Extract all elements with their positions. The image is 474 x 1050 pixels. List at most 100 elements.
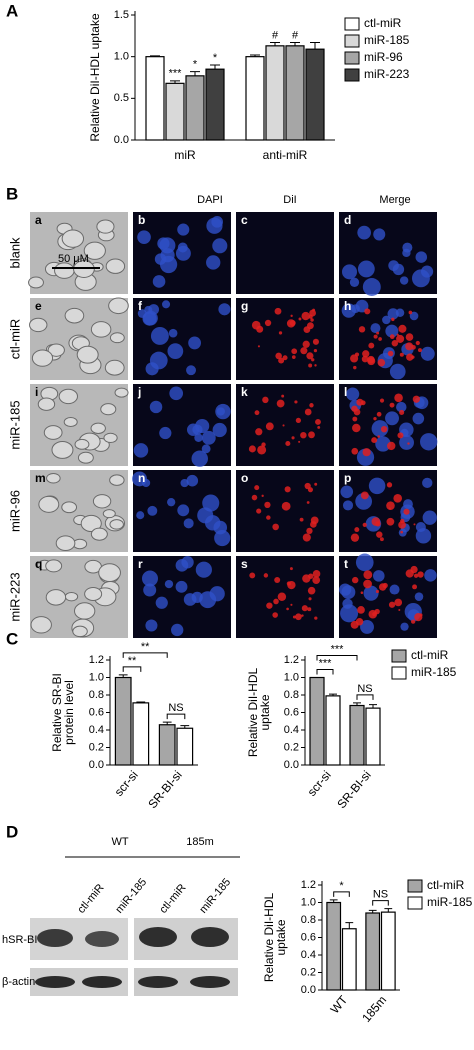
dii-spot: [308, 597, 312, 601]
bar: [365, 912, 381, 991]
nucleus: [168, 328, 178, 338]
dii-spot: [412, 584, 418, 590]
cell: [98, 563, 121, 583]
nucleus: [159, 237, 176, 254]
dii-spot: [378, 337, 382, 341]
dii-spot: [405, 333, 414, 341]
significance: NS: [357, 683, 372, 695]
dii-spot: [309, 403, 314, 408]
y-tick-label: 0.4: [301, 949, 316, 961]
x-tick-label: scr-si: [305, 768, 334, 799]
dii-spot: [380, 425, 388, 433]
dii-spot: [394, 393, 403, 403]
dii-spot: [289, 567, 293, 571]
row-label: miR-96: [7, 490, 22, 532]
cell: [45, 589, 67, 606]
nucleus: [373, 228, 386, 241]
cell: [63, 417, 78, 428]
dii-spot: [350, 620, 359, 629]
dii-spot: [354, 527, 360, 533]
panel-label: D: [6, 822, 18, 841]
dii-spot: [254, 485, 260, 491]
dii-spot: [393, 493, 403, 503]
dii-spot: [363, 579, 372, 589]
nucleus: [339, 583, 352, 596]
dii-spot: [287, 580, 296, 590]
cell: [104, 359, 125, 376]
dii-spot: [307, 586, 316, 595]
dii-spot: [354, 352, 360, 357]
nucleus: [415, 251, 428, 263]
panel-letter: h: [344, 299, 351, 313]
dii-spot: [367, 357, 376, 366]
blot-group: WT: [111, 836, 128, 848]
nucleus: [155, 596, 168, 609]
legend-swatch: [344, 51, 360, 65]
panel-letter: b: [138, 213, 145, 227]
dii-spot: [397, 432, 404, 439]
bar: [245, 56, 265, 141]
y-tick-label: 0.4: [284, 724, 299, 736]
column-header: Merge: [379, 194, 410, 206]
panel-letter: j: [137, 385, 141, 399]
nucleus: [385, 324, 399, 338]
legend-label: miR-185: [427, 895, 473, 909]
nucleus: [167, 498, 176, 507]
error-bar: [368, 909, 377, 913]
bar: [158, 724, 176, 766]
dii-spot: [417, 571, 424, 578]
dii-spot: [375, 589, 380, 594]
dii-spot: [264, 319, 272, 327]
nucleus: [209, 586, 225, 602]
dii-spot: [295, 613, 302, 621]
dii-spot: [285, 440, 291, 447]
y-axis-label: Relative DiI-HDL: [246, 667, 260, 757]
nucleus: [145, 362, 159, 376]
cell: [76, 345, 99, 364]
y-tick-label: 0.0: [89, 759, 104, 771]
dii-spot: [312, 570, 321, 578]
cell: [30, 616, 52, 634]
nucleus: [357, 225, 371, 240]
dii-spot: [299, 517, 304, 522]
error-bar: [384, 908, 393, 913]
nucleus: [169, 386, 184, 401]
dii-spot: [292, 615, 296, 619]
error-bar: [170, 80, 180, 84]
nucleus: [422, 477, 433, 489]
cell: [64, 591, 79, 602]
nucleus: [392, 263, 405, 276]
dii-spot: [419, 613, 423, 617]
dii-spot: [315, 419, 321, 425]
y-tick-label: 0.8: [89, 689, 104, 701]
dii-spot: [281, 394, 285, 398]
dii-spot: [361, 355, 369, 363]
dii-spot: [291, 348, 298, 355]
legend-label: miR-185: [411, 665, 457, 679]
y-tick-label: 1.2: [89, 654, 104, 666]
dii-spot: [391, 317, 395, 322]
band: [82, 976, 122, 988]
error-bar: [369, 704, 377, 709]
legend-label: miR-96: [364, 50, 403, 64]
y-tick-label: 0.2: [301, 966, 316, 978]
legend-swatch: [391, 666, 407, 680]
x-tick-label: 185m: [359, 993, 389, 1025]
bar: [285, 45, 305, 141]
cell: [109, 474, 125, 486]
error-bar: [250, 54, 260, 57]
dii-spot: [313, 348, 318, 353]
nucleus: [420, 433, 438, 451]
dii-spot: [415, 340, 420, 346]
nucleus: [371, 420, 389, 437]
lane-label: ctl-miR: [157, 882, 188, 916]
x-tick-label: SR-BI-si: [145, 768, 184, 811]
panel-label: C: [6, 629, 18, 648]
significance: *: [339, 880, 344, 892]
nucleus: [177, 223, 190, 236]
dii-spot: [282, 355, 288, 361]
nucleus: [167, 343, 184, 360]
dii-spot: [373, 334, 378, 339]
dii-spot: [360, 591, 364, 594]
nucleus: [137, 230, 151, 244]
